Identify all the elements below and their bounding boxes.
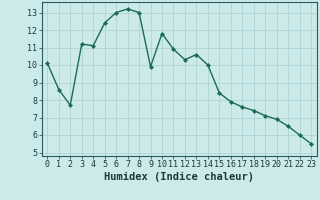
X-axis label: Humidex (Indice chaleur): Humidex (Indice chaleur) [104, 172, 254, 182]
